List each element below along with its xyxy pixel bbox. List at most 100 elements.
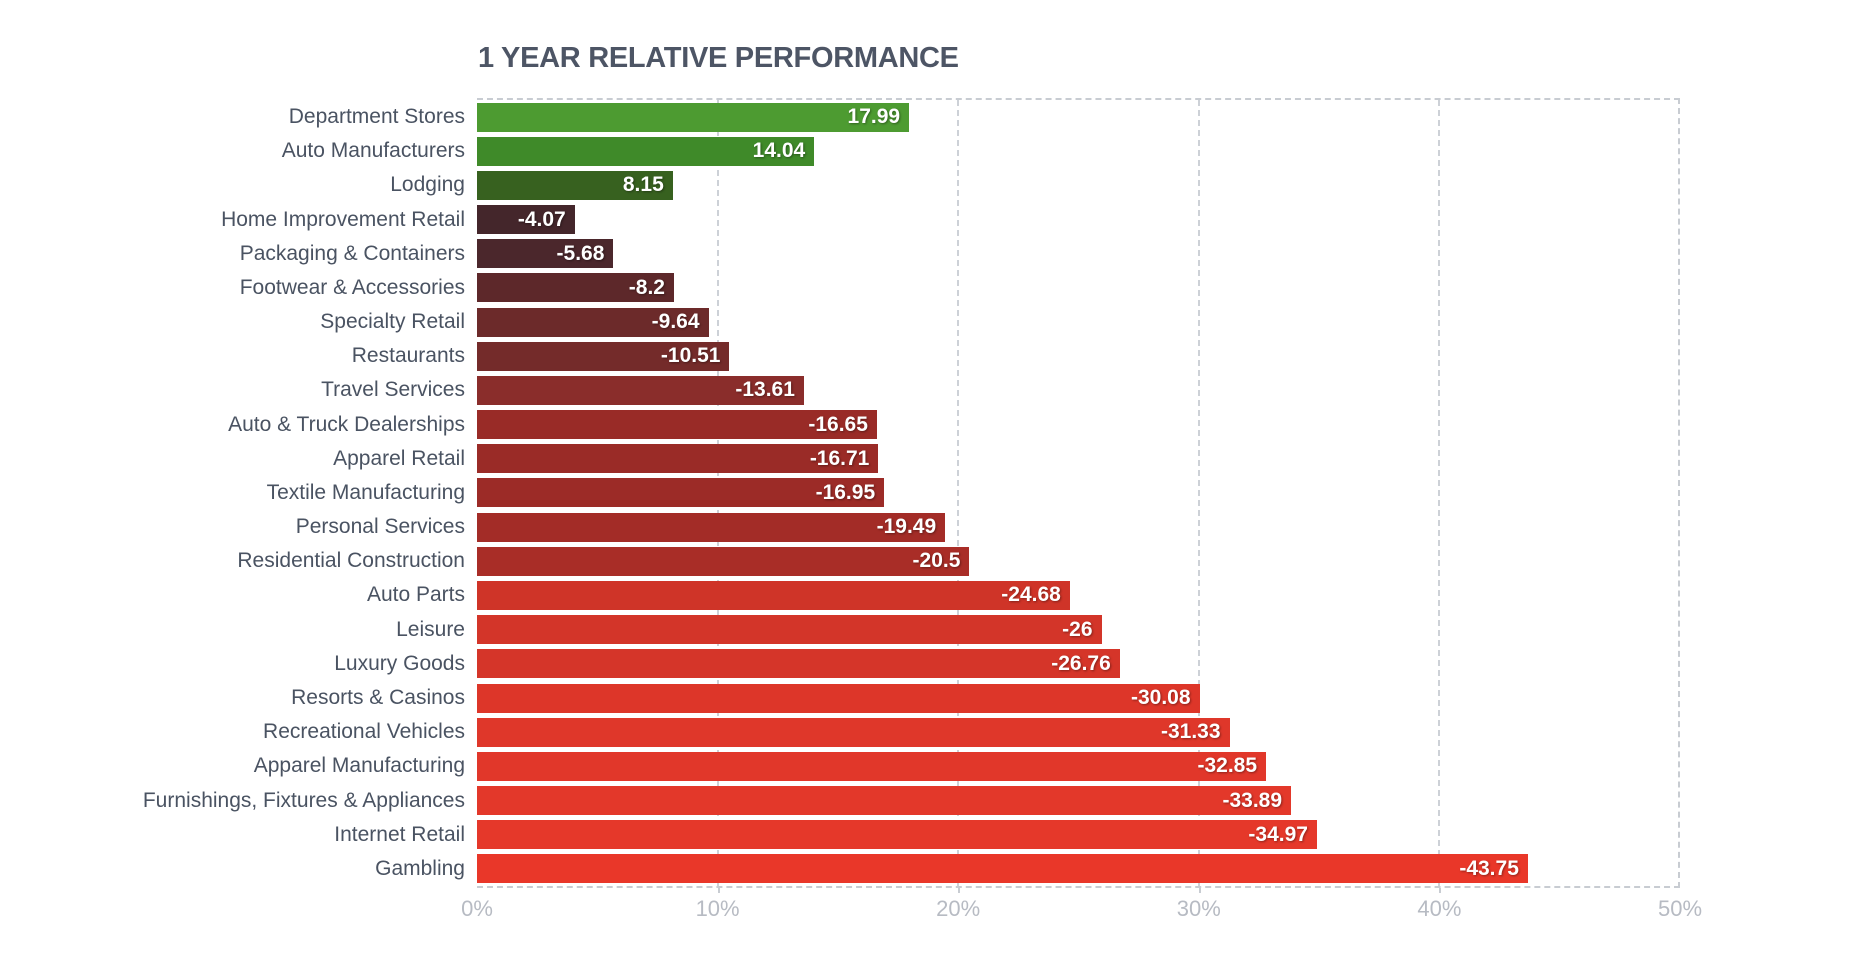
bar-row: Auto Manufacturers 14.04 [0, 134, 1678, 168]
axis-tick [1439, 888, 1442, 893]
value-bar: -26.76 [477, 649, 1120, 679]
axis-tick [717, 888, 720, 893]
value-label: -19.49 [876, 515, 937, 539]
category-label: Restaurants [351, 344, 465, 368]
bar-track: -8.2 [477, 273, 1678, 303]
bar-row: Apparel Retail -16.71 [0, 442, 1678, 476]
bar-track: -34.97 [477, 820, 1678, 850]
value-label: -9.64 [651, 310, 700, 334]
value-label: -26.76 [1051, 651, 1111, 675]
bar-row: Specialty Retail -9.64 [0, 305, 1678, 339]
category-label: Apparel Manufacturing [253, 754, 465, 778]
category-label: Internet Retail [334, 822, 465, 846]
category-label: Packaging & Containers [239, 241, 465, 265]
value-label: -16.95 [815, 480, 876, 504]
bar-row: Personal Services -19.49 [0, 510, 1678, 544]
bar-track: -32.85 [477, 751, 1678, 781]
value-bar: -20.5 [477, 546, 970, 576]
bar-track: -26 [477, 615, 1678, 645]
gridline [1197, 100, 1200, 886]
category-label: Footwear & Accessories [239, 275, 465, 299]
value-bar: -9.64 [477, 307, 709, 337]
value-bar: -10.51 [477, 341, 730, 371]
value-bar: -13.61 [477, 375, 804, 405]
category-label: Residential Construction [237, 549, 465, 573]
bar-track: 17.99 [477, 102, 1678, 132]
value-bar: -5.68 [477, 239, 614, 269]
value-label: 17.99 [847, 105, 901, 129]
bar-row: Internet Retail -34.97 [0, 818, 1678, 852]
bar-row: Department Stores 17.99 [0, 100, 1678, 134]
bar-row: Restaurants -10.51 [0, 339, 1678, 373]
value-label: -10.51 [660, 344, 721, 368]
value-label: -4.07 [517, 207, 566, 231]
value-bar: -16.71 [477, 444, 879, 474]
value-label: -31.33 [1160, 720, 1221, 744]
value-bar: -31.33 [477, 717, 1230, 747]
axis-tick-label: 30% [1176, 896, 1221, 921]
value-label: -24.68 [1001, 583, 1061, 607]
value-bar: -16.95 [477, 478, 885, 508]
bar-track: -30.08 [477, 683, 1678, 713]
bar-track: -33.89 [477, 786, 1678, 816]
bar-row: Resorts & Casinos -30.08 [0, 681, 1678, 715]
value-bar: -19.49 [477, 512, 946, 542]
value-label: -30.08 [1130, 686, 1191, 709]
bar-row: Residential Construction -20.5 [0, 544, 1678, 578]
bar-track: -10.51 [477, 341, 1678, 371]
category-label: Auto Manufacturers [281, 139, 465, 163]
bar-row: Packaging & Containers -5.68 [0, 237, 1678, 271]
category-label: Resorts & Casinos [291, 686, 465, 709]
bar-chart: Department Stores 17.99 Auto Manufacture… [0, 98, 1856, 928]
value-label: -20.5 [912, 549, 961, 573]
value-label: 8.15 [622, 173, 664, 197]
bar-track: -4.07 [477, 205, 1678, 235]
axis-tick [958, 888, 961, 893]
bar-row: Auto Parts -24.68 [0, 578, 1678, 612]
value-label: 14.04 [752, 139, 806, 163]
bar-track: -26.76 [477, 649, 1678, 679]
value-bar: -16.65 [477, 410, 877, 440]
value-label: -34.97 [1248, 822, 1308, 846]
bar-row: Luxury Goods -26.76 [0, 647, 1678, 681]
value-bar: -30.08 [477, 683, 1200, 713]
value-label: -32.85 [1197, 754, 1258, 778]
bar-track: -16.95 [477, 478, 1678, 508]
plot-area: Department Stores 17.99 Auto Manufacture… [143, 98, 1680, 888]
value-label: -16.65 [808, 412, 868, 436]
value-label: -16.71 [809, 446, 870, 470]
value-label: -13.61 [735, 378, 795, 402]
value-bar: -33.89 [477, 786, 1292, 816]
bar-track: -31.33 [477, 717, 1678, 747]
bar-track: -13.61 [477, 375, 1678, 405]
category-label: Lodging [390, 173, 465, 197]
bar-track: -24.68 [477, 580, 1678, 610]
bar-track: -16.65 [477, 410, 1678, 440]
bar-row: Travel Services -13.61 [0, 373, 1678, 407]
bar-track: -16.71 [477, 444, 1678, 474]
bar-track: -19.49 [477, 512, 1678, 542]
value-bar: -34.97 [477, 820, 1317, 850]
category-label: Department Stores [288, 105, 465, 129]
bar-row: Lodging 8.15 [0, 168, 1678, 202]
value-label: -43.75 [1459, 856, 1519, 880]
value-bar: 17.99 [477, 102, 910, 132]
category-label: Home Improvement Retail [221, 207, 465, 231]
bar-rows: Department Stores 17.99 Auto Manufacture… [0, 100, 1678, 886]
value-bar: -32.85 [477, 751, 1267, 781]
value-bar: -24.68 [477, 580, 1070, 610]
bar-track: -5.68 [477, 239, 1678, 269]
gridline [1437, 100, 1440, 886]
category-label: Textile Manufacturing [266, 480, 465, 504]
bar-row: Footwear & Accessories -8.2 [0, 271, 1678, 305]
category-label: Travel Services [321, 378, 465, 402]
value-label: -8.2 [628, 275, 665, 299]
gridline [957, 100, 960, 886]
category-label: Apparel Retail [333, 446, 465, 470]
category-label: Recreational Vehicles [263, 720, 465, 744]
axis-tick-label: 40% [1417, 896, 1462, 921]
value-label: -33.89 [1222, 788, 1283, 812]
bar-row: Apparel Manufacturing -32.85 [0, 749, 1678, 783]
category-label: Luxury Goods [334, 651, 465, 675]
